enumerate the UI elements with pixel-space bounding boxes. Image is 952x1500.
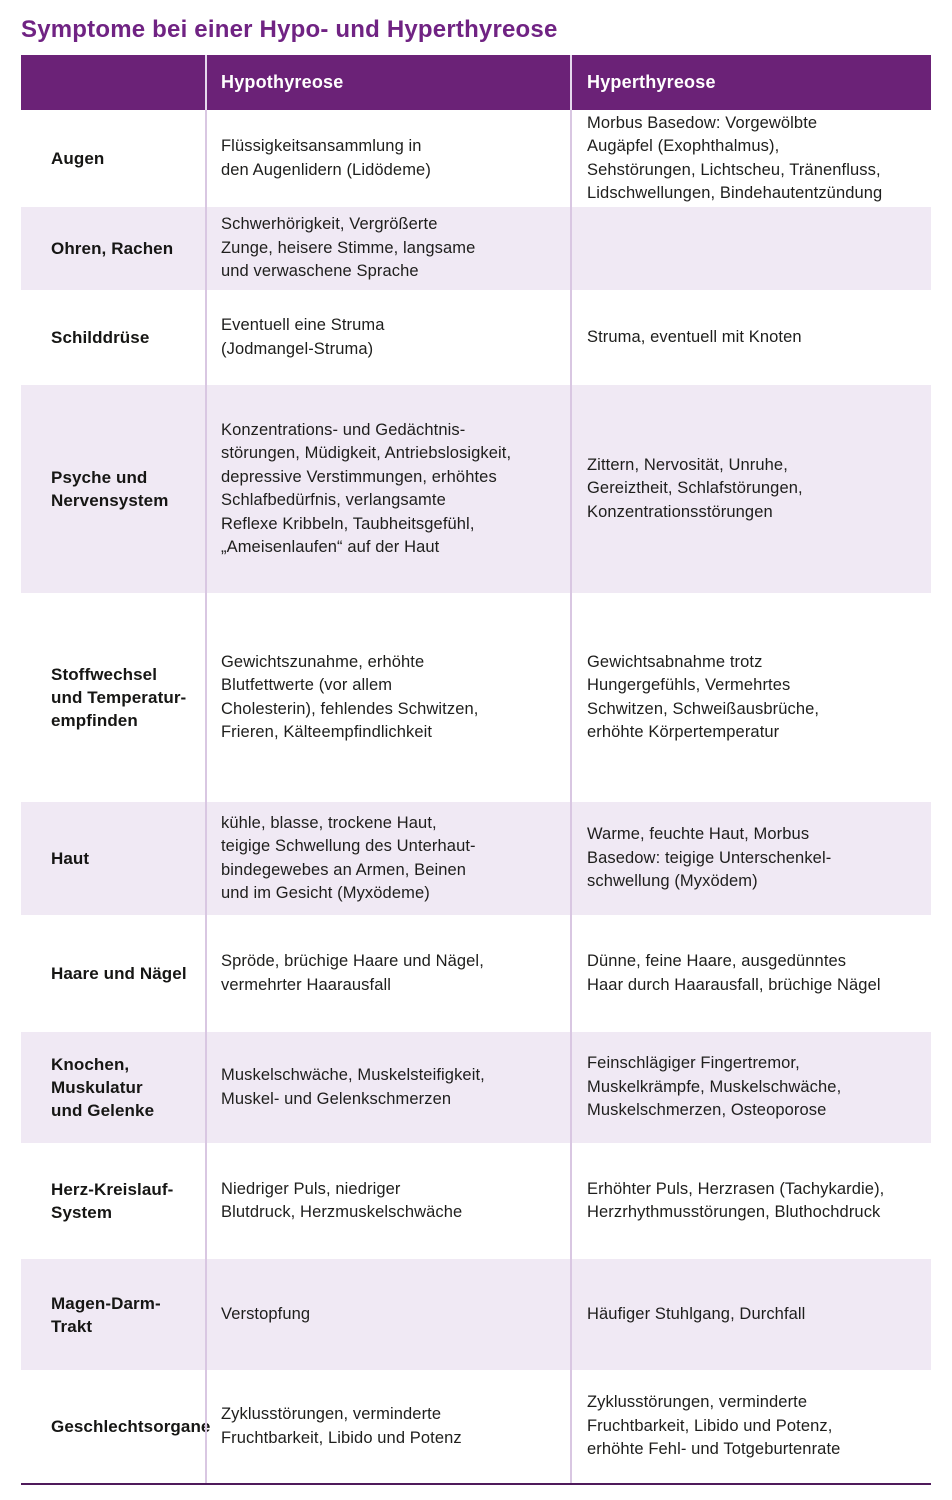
- header-cell-empty: [21, 55, 205, 110]
- hypothyreose-cell: Spröde, brüchige Haare und Nägel, vermeh…: [221, 952, 484, 994]
- table-row-magen-darm-trakt: Magen-Darm-Trakt Verstopfung Häufiger St…: [21, 1259, 931, 1370]
- table-row-schilddruese: Schilddrüse Eventuell eine Struma (Jodma…: [21, 290, 931, 385]
- table-row-haare-naegel: Haare und Nägel Spröde, brüchige Haare u…: [21, 915, 931, 1032]
- hyperthyreose-cell: Zittern, Nervosität, Unruhe, Gereiztheit…: [587, 455, 803, 521]
- row-label: Stoffwechsel und Temperatur- empfinden: [51, 665, 187, 730]
- row-label: Herz-Kreislauf- System: [51, 1180, 174, 1222]
- table-row-ohren-rachen: Ohren, Rachen Schwerhörigkeit, Vergrößer…: [21, 207, 931, 290]
- hypothyreose-cell: Niedriger Puls, niedriger Blutdruck, Her…: [221, 1179, 463, 1222]
- table-row-stoffwechsel: Stoffwechsel und Temperatur- empfinden G…: [21, 593, 931, 802]
- table-row-psyche-nervensystem: Psyche und Nervensystem Konzentrations- …: [21, 385, 931, 593]
- hyperthyreose-cell: Zyklusstörungen, verminderte Fruchtbarke…: [587, 1393, 841, 1459]
- hyperthyreose-cell: Feinschlägiger Fingertremor, Muskelkrämp…: [587, 1054, 842, 1120]
- symptoms-table: Hypothyreose Hyperthyreose Augen Flüssig…: [21, 55, 931, 1485]
- hyperthyreose-cell: Morbus Basedow: Vorgewölbte Augäpfel (Ex…: [587, 113, 883, 203]
- table-row-haut: Haut kühle, blasse, trockene Haut, teigi…: [21, 802, 931, 915]
- hyperthyreose-cell: Dünne, feine Haare, ausgedünntes Haar du…: [587, 952, 881, 994]
- row-label: Haare und Nägel: [51, 964, 187, 983]
- row-label: Ohren, Rachen: [51, 239, 174, 258]
- page-title: Symptome bei einer Hypo- und Hyperthyreo…: [21, 16, 558, 43]
- hypothyreose-cell: Konzentrations- und Gedächtnis- störunge…: [221, 420, 512, 557]
- table-header-row: Hypothyreose Hyperthyreose: [21, 55, 931, 110]
- row-label: Psyche und Nervensystem: [51, 468, 169, 510]
- hyperthyreose-cell: Struma, eventuell mit Knoten: [587, 327, 802, 346]
- column-header-hyperthyreose: Hyperthyreose: [587, 72, 716, 92]
- row-label: Haut: [51, 849, 90, 868]
- hypothyreose-cell: Eventuell eine Struma (Jodmangel-Struma): [221, 316, 385, 358]
- hypothyreose-cell: Verstopfung: [221, 1304, 311, 1323]
- table-row-knochen-muskulatur: Knochen, Muskulatur und Gelenke Muskelsc…: [21, 1032, 931, 1143]
- table-row-augen: Augen Flüssigkeitsansammlung in den Auge…: [21, 110, 931, 207]
- row-label: Augen: [51, 149, 105, 168]
- hyperthyreose-cell: Erhöhter Puls, Herzrasen (Tachykardie), …: [587, 1179, 885, 1222]
- hyperthyreose-cell: Gewichtsabnahme trotz Hungergefühls, Ver…: [587, 652, 820, 742]
- hypothyreose-cell: Muskelschwäche, Muskelsteifigkeit, Muske…: [221, 1066, 485, 1108]
- header-cell-hyperthyreose: Hyperthyreose: [570, 55, 931, 110]
- row-label: Magen-Darm-Trakt: [51, 1293, 161, 1336]
- hypothyreose-cell: Flüssigkeitsansammlung in den Augenlider…: [221, 137, 431, 179]
- row-label: Geschlechtsorgane: [51, 1417, 211, 1436]
- column-header-hypothyreose: Hypothyreose: [221, 72, 344, 92]
- row-label: Knochen, Muskulatur und Gelenke: [51, 1055, 155, 1120]
- hyperthyreose-cell: Häufiger Stuhlgang, Durchfall: [587, 1304, 806, 1323]
- row-label: Schilddrüse: [51, 328, 150, 347]
- hyperthyreose-cell: Warme, feuchte Haut, Morbus Basedow: tei…: [587, 825, 832, 891]
- hypothyreose-cell: Zyklusstörungen, verminderte Fruchtbarke…: [221, 1405, 462, 1447]
- table-row-herz-kreislauf: Herz-Kreislauf- System Niedriger Puls, n…: [21, 1143, 931, 1259]
- hypothyreose-cell: Schwerhörigkeit, Vergrößerte Zunge, heis…: [221, 215, 476, 281]
- table-row-geschlechtsorgane: Geschlechtsorgane Zyklusstörungen, vermi…: [21, 1370, 931, 1483]
- hypothyreose-cell: Gewichtszunahme, erhöhte Blutfettwerte (…: [221, 652, 479, 742]
- hypothyreose-cell: kühle, blasse, trockene Haut, teigige Sc…: [221, 813, 476, 903]
- header-cell-hypothyreose: Hypothyreose: [205, 55, 570, 110]
